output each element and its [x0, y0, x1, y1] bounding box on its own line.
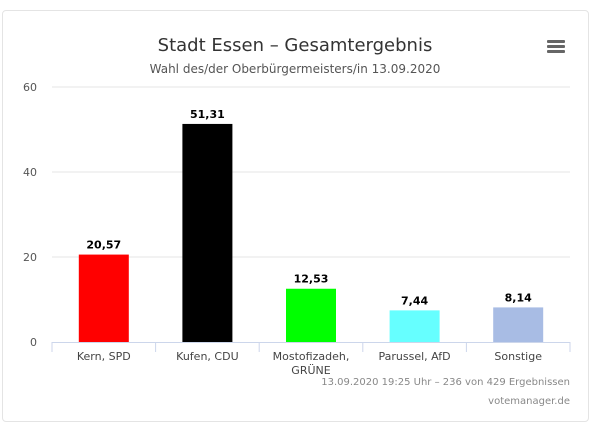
data-label: 12,53	[294, 273, 329, 286]
bar-4	[493, 307, 544, 342]
x-category-label: Parussel, AfD	[379, 350, 451, 363]
chart-title: Stadt Essen – Gesamtergebnis	[157, 35, 433, 56]
data-label: 8,14	[505, 291, 532, 304]
x-category-label: Kufen, CDU	[176, 350, 238, 363]
chart-subtitle: Wahl des/der Oberbürgermeisters/in 13.09…	[149, 62, 441, 76]
hamburger-menu-icon[interactable]	[547, 40, 565, 56]
data-label: 51,31	[190, 108, 225, 121]
data-label: 7,44	[401, 294, 428, 307]
y-tick-label: 0	[30, 336, 37, 349]
results-status: 13.09.2020 19:25 Uhr – 236 von 429 Ergeb…	[321, 377, 570, 388]
bar-chart: 0 20 40 60 20,57 Kern, SPD 51,31 Kufen, CDU 12,5…	[23, 81, 571, 377]
x-category-label: Sonstige	[494, 350, 542, 363]
x-category-label: GRÜNE	[291, 364, 330, 377]
y-tick-label: 20	[23, 251, 37, 264]
x-category-label: Mostofizadeh,	[273, 350, 350, 363]
credit-link[interactable]: votemanager.de	[488, 396, 570, 407]
y-tick-label: 40	[23, 166, 37, 179]
chart-card	[2, 10, 589, 422]
bar-1	[182, 123, 233, 343]
y-tick-label: 60	[23, 81, 37, 94]
data-label: 20,57	[86, 239, 121, 252]
x-category-label: Kern, SPD	[77, 350, 131, 363]
bar-0	[78, 254, 129, 342]
bar-2	[286, 288, 336, 342]
bar-3	[389, 310, 440, 342]
